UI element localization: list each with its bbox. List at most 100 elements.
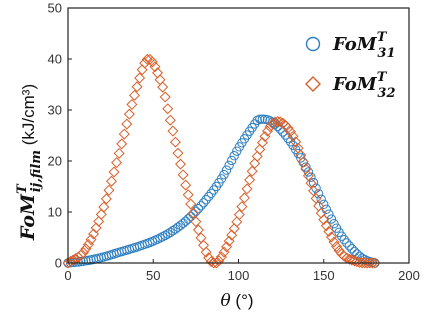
data-point bbox=[219, 169, 229, 180]
data-point bbox=[269, 116, 281, 128]
data-point bbox=[319, 199, 329, 210]
data-point bbox=[198, 198, 209, 208]
data-point bbox=[105, 175, 117, 187]
data-point bbox=[255, 114, 265, 124]
data-point bbox=[157, 81, 169, 93]
data-point bbox=[177, 169, 189, 181]
data-point bbox=[224, 160, 234, 171]
legend-2-base: FoM bbox=[332, 74, 378, 95]
data-point bbox=[208, 257, 220, 269]
data-point bbox=[261, 125, 273, 137]
legend-2-sup: T bbox=[377, 70, 388, 85]
data-point bbox=[313, 189, 324, 199]
data-point bbox=[254, 143, 266, 155]
y-axis-label: FoMTij,film (kJ/cm³) bbox=[15, 84, 44, 241]
legend-1-base: FoM bbox=[332, 34, 378, 55]
data-point bbox=[134, 72, 146, 84]
data-point bbox=[244, 174, 256, 186]
y-axis-label-sup: T bbox=[15, 183, 30, 194]
data-point bbox=[169, 136, 181, 148]
data-point bbox=[180, 216, 191, 226]
data-point bbox=[180, 179, 192, 191]
data-point bbox=[167, 125, 179, 137]
data-point bbox=[301, 162, 311, 172]
data-point bbox=[356, 257, 368, 269]
data-point bbox=[326, 214, 337, 224]
data-point bbox=[213, 255, 225, 267]
data-point bbox=[349, 246, 360, 257]
y-tick-label: 20 bbox=[48, 154, 62, 169]
data-point bbox=[172, 147, 184, 159]
x-tick-label: 100 bbox=[228, 268, 250, 283]
data-point bbox=[185, 198, 197, 210]
y-tick-label: 40 bbox=[48, 52, 62, 67]
data-point bbox=[342, 238, 352, 248]
data-point bbox=[62, 257, 74, 269]
data-point bbox=[236, 201, 248, 213]
data-point bbox=[128, 89, 141, 101]
data-point bbox=[190, 216, 202, 228]
series-markers bbox=[62, 53, 381, 269]
data-point bbox=[201, 195, 211, 205]
x-tick-label: 50 bbox=[146, 268, 160, 283]
data-point bbox=[116, 138, 128, 150]
data-point bbox=[77, 247, 89, 259]
data-point bbox=[354, 256, 366, 269]
y-tick-label: 50 bbox=[48, 1, 62, 16]
data-point bbox=[196, 201, 206, 211]
data-point bbox=[126, 98, 138, 111]
data-point bbox=[347, 244, 357, 254]
legend: FoMT 31 FoMT 32 bbox=[305, 30, 396, 101]
data-point bbox=[163, 229, 173, 239]
data-point bbox=[93, 215, 105, 227]
data-point bbox=[251, 150, 263, 162]
data-point bbox=[333, 245, 345, 257]
data-point bbox=[200, 246, 212, 258]
data-point bbox=[282, 122, 294, 134]
data-point bbox=[118, 128, 130, 140]
x-tick-label: 200 bbox=[398, 268, 420, 283]
data-point bbox=[249, 157, 261, 169]
data-point bbox=[187, 207, 199, 219]
data-point bbox=[361, 257, 373, 269]
data-point bbox=[65, 255, 77, 267]
data-point bbox=[215, 251, 227, 263]
legend-entry-2: FoMT 32 bbox=[332, 70, 396, 101]
data-point bbox=[100, 193, 112, 205]
data-point bbox=[308, 177, 319, 188]
data-point bbox=[320, 220, 332, 232]
data-point bbox=[121, 118, 133, 130]
data-point bbox=[274, 116, 286, 128]
data-point bbox=[136, 64, 148, 76]
data-point bbox=[284, 126, 297, 138]
data-point bbox=[131, 81, 143, 93]
data-point bbox=[90, 222, 102, 234]
data-point bbox=[146, 56, 158, 68]
data-point bbox=[369, 257, 381, 269]
series-2 bbox=[62, 53, 381, 269]
data-point bbox=[175, 158, 187, 170]
data-point bbox=[287, 130, 299, 142]
data-point bbox=[233, 209, 245, 221]
data-point bbox=[141, 53, 153, 65]
data-point bbox=[192, 224, 204, 236]
x-axis-ticks: 0 50 100 150 200 bbox=[64, 259, 420, 283]
data-point bbox=[157, 232, 168, 242]
y-tick-label: 10 bbox=[48, 205, 62, 220]
y-tick-label: 0 bbox=[55, 256, 62, 271]
data-point bbox=[108, 166, 120, 178]
legend-1-sub: 31 bbox=[377, 46, 395, 61]
x-tick-label: 150 bbox=[313, 268, 335, 283]
data-point bbox=[183, 214, 193, 224]
data-point bbox=[366, 257, 378, 269]
data-point bbox=[318, 214, 330, 226]
data-point bbox=[168, 226, 178, 236]
data-point bbox=[98, 201, 110, 213]
legend-marker-diamond bbox=[305, 76, 321, 92]
data-point bbox=[228, 223, 240, 235]
data-point bbox=[331, 241, 343, 253]
data-point bbox=[165, 227, 176, 238]
data-point bbox=[338, 250, 350, 262]
data-point bbox=[303, 167, 314, 177]
